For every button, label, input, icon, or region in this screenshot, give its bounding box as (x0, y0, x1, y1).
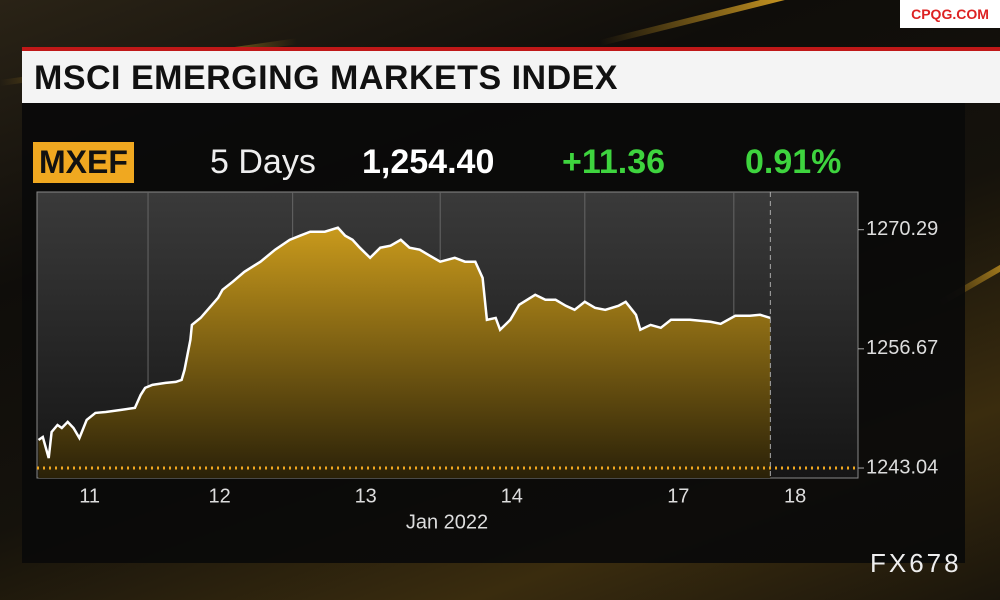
accent-line (22, 47, 1000, 51)
y-tick-label: 1256.67 (866, 337, 938, 359)
area (38, 227, 771, 478)
price: 1,254.40 (362, 143, 495, 181)
y-tick-label: 1270.29 (866, 218, 938, 240)
x-tick-label: 11 (79, 485, 100, 507)
watermark: FX678 (870, 548, 962, 578)
x-tick-label: 17 (667, 485, 689, 507)
line (37, 226, 771, 459)
x-tick-label: 12 (208, 485, 230, 507)
x-tick-label: 13 (355, 485, 377, 507)
x-tick-label: 18 (784, 485, 806, 507)
watermark: CPQG.COM (900, 0, 1000, 28)
change: +11.36 (562, 143, 666, 181)
x-axis-label: Jan 2022 (406, 511, 488, 533)
title-bar: MSCI EMERGING MARKETS INDEX (22, 51, 1000, 103)
period: 5 Days (210, 143, 316, 181)
y-tick-label: 1243.04 (866, 456, 938, 478)
change-percent: 0.91% (745, 143, 842, 181)
x-tick-label: 14 (501, 485, 523, 507)
ticker: MXEF (33, 142, 134, 183)
title: MSCI EMERGING MARKETS INDEX (34, 59, 618, 97)
